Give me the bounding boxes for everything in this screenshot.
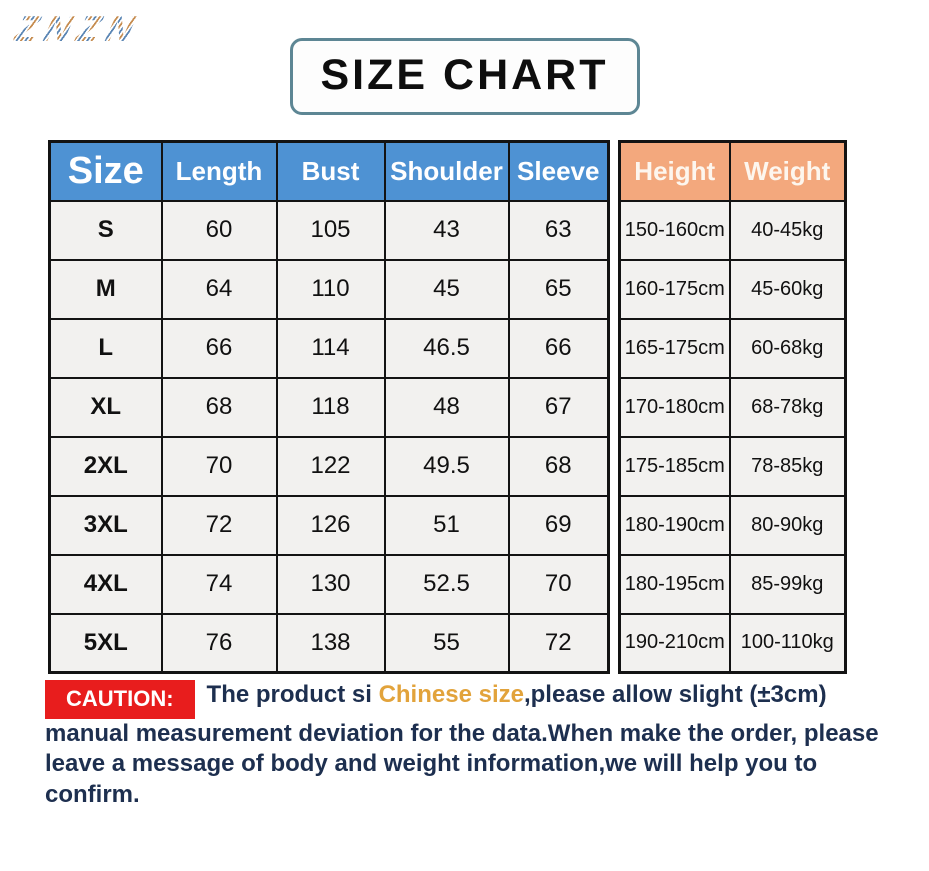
cell-weight: 40-45kg — [728, 199, 847, 261]
cell-sleeve: 66 — [507, 317, 610, 379]
cell-length: 60 — [160, 199, 278, 261]
cell-weight: 68-78kg — [728, 376, 847, 438]
column-header-length: Length — [160, 140, 278, 202]
table-row: S 60 105 43 63 — [48, 199, 610, 261]
cell-height: 180-190cm — [618, 494, 731, 556]
cell-length: 76 — [160, 612, 278, 674]
cell-shoulder: 43 — [383, 199, 510, 261]
cell-length: 68 — [160, 376, 278, 438]
table-row: 4XL 74 130 52.5 70 — [48, 553, 610, 615]
height-weight-table: Height Weight 150-160cm 40-45kg 160-175cm 4… — [618, 140, 847, 674]
caution-text-after: ,please allow slight (±3cm) manual measu… — [45, 681, 879, 808]
cell-length: 70 — [160, 435, 278, 497]
measurements-table: Size Length Bust Shoulder Sleeve S 60 105 4… — [48, 140, 610, 674]
caution-highlight: Chinese size — [378, 681, 524, 708]
brand-watermark: ZNZN — [11, 8, 146, 49]
cell-weight: 85-99kg — [728, 553, 847, 615]
column-header-weight: Weight — [728, 140, 847, 202]
cell-height: 150-160cm — [618, 199, 731, 261]
cell-bust: 114 — [275, 317, 386, 379]
cell-size: 3XL — [48, 494, 163, 556]
cell-bust: 122 — [275, 435, 386, 497]
cell-size: L — [48, 317, 163, 379]
cell-sleeve: 69 — [507, 494, 610, 556]
column-header-sleeve: Sleeve — [507, 140, 610, 202]
cell-sleeve: 65 — [507, 258, 610, 320]
cell-weight: 80-90kg — [728, 494, 847, 556]
column-header-shoulder: Shoulder — [383, 140, 510, 202]
cell-weight: 45-60kg — [728, 258, 847, 320]
table-row: 3XL 72 126 51 69 — [48, 494, 610, 556]
caution-badge: CAUTION: — [45, 680, 195, 719]
cell-height: 165-175cm — [618, 317, 731, 379]
cell-size: M — [48, 258, 163, 320]
cell-shoulder: 49.5 — [383, 435, 510, 497]
title-container: SIZE CHART — [0, 0, 929, 115]
height-weight-table-body: 150-160cm 40-45kg 160-175cm 45-60kg 165-175c… — [618, 199, 847, 674]
cell-sleeve: 70 — [507, 553, 610, 615]
column-header-height: Height — [618, 140, 731, 202]
cell-shoulder: 55 — [383, 612, 510, 674]
cell-sleeve: 68 — [507, 435, 610, 497]
cell-shoulder: 45 — [383, 258, 510, 320]
cell-height: 180-195cm — [618, 553, 731, 615]
column-header-size: Size — [48, 140, 163, 202]
cell-shoulder: 46.5 — [383, 317, 510, 379]
cell-bust: 130 — [275, 553, 386, 615]
cell-size: 5XL — [48, 612, 163, 674]
column-header-bust: Bust — [275, 140, 386, 202]
table-row: 2XL 70 122 49.5 68 — [48, 435, 610, 497]
page-title: SIZE CHART — [289, 38, 640, 115]
cell-bust: 105 — [275, 199, 386, 261]
cell-bust: 118 — [275, 376, 386, 438]
cell-bust: 126 — [275, 494, 386, 556]
cell-sleeve: 63 — [507, 199, 610, 261]
caution-note: CAUTION: The product si Chinese size,plea… — [45, 680, 917, 810]
table-row: 180-195cm 85-99kg — [618, 553, 847, 615]
table-row: XL 68 118 48 67 — [48, 376, 610, 438]
table-row: M 64 110 45 65 — [48, 258, 610, 320]
table-row: 150-160cm 40-45kg — [618, 199, 847, 261]
table-row: 190-210cm 100-110kg — [618, 612, 847, 674]
measurements-table-body: S 60 105 43 63 M 64 110 45 65 L 66 114 46.5 66 XL 68 118 4… — [48, 199, 610, 674]
cell-size: S — [48, 199, 163, 261]
table-row: 5XL 76 138 55 72 — [48, 612, 610, 674]
size-chart-tables: Size Length Bust Shoulder Sleeve S 60 105 4… — [48, 140, 847, 674]
cell-weight: 78-85kg — [728, 435, 847, 497]
cell-bust: 138 — [275, 612, 386, 674]
cell-size: XL — [48, 376, 163, 438]
cell-weight: 60-68kg — [728, 317, 847, 379]
cell-sleeve: 67 — [507, 376, 610, 438]
cell-sleeve: 72 — [507, 612, 610, 674]
table-row: 165-175cm 60-68kg — [618, 317, 847, 379]
cell-shoulder: 48 — [383, 376, 510, 438]
table-row: 160-175cm 45-60kg — [618, 258, 847, 320]
cell-bust: 110 — [275, 258, 386, 320]
table-row: L 66 114 46.5 66 — [48, 317, 610, 379]
cell-height: 175-185cm — [618, 435, 731, 497]
caution-text-before: The product si — [206, 681, 379, 708]
cell-size: 2XL — [48, 435, 163, 497]
cell-length: 66 — [160, 317, 278, 379]
cell-height: 190-210cm — [618, 612, 731, 674]
cell-shoulder: 52.5 — [383, 553, 510, 615]
table-row: 180-190cm 80-90kg — [618, 494, 847, 556]
cell-size: 4XL — [48, 553, 163, 615]
cell-height: 160-175cm — [618, 258, 731, 320]
cell-weight: 100-110kg — [728, 612, 847, 674]
height-weight-table-header: Height Weight — [618, 140, 847, 202]
table-row: 170-180cm 68-78kg — [618, 376, 847, 438]
cell-shoulder: 51 — [383, 494, 510, 556]
cell-height: 170-180cm — [618, 376, 731, 438]
table-row: 175-185cm 78-85kg — [618, 435, 847, 497]
cell-length: 72 — [160, 494, 278, 556]
cell-length: 74 — [160, 553, 278, 615]
cell-length: 64 — [160, 258, 278, 320]
measurements-table-header: Size Length Bust Shoulder Sleeve — [48, 140, 610, 202]
